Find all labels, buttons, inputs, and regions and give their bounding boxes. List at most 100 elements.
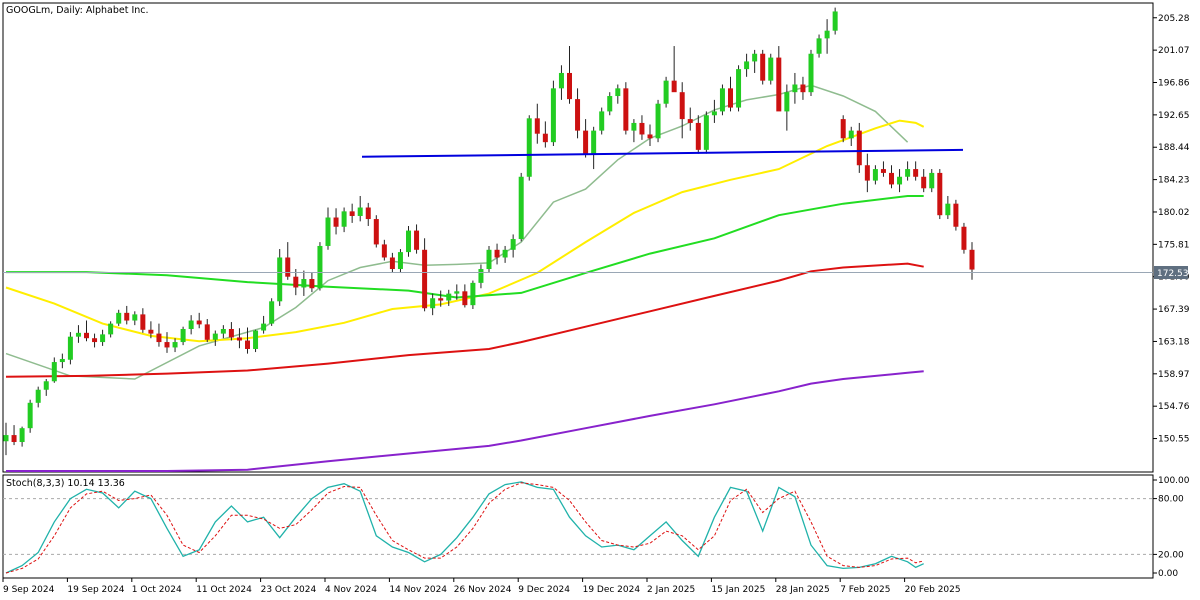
candle[interactable] <box>623 82 628 134</box>
candle[interactable] <box>696 115 701 153</box>
candle[interactable] <box>277 249 282 306</box>
candle[interactable] <box>84 321 89 342</box>
candle[interactable] <box>390 253 395 273</box>
candle[interactable] <box>736 65 741 111</box>
candle[interactable] <box>60 354 65 369</box>
candle[interactable] <box>487 246 492 273</box>
candle[interactable] <box>776 46 781 111</box>
candle[interactable] <box>575 88 580 138</box>
candle[interactable] <box>326 208 331 250</box>
candle[interactable] <box>342 208 347 233</box>
candle[interactable] <box>430 294 435 316</box>
candle[interactable] <box>688 108 693 131</box>
candle[interactable] <box>953 200 958 231</box>
candle[interactable] <box>535 104 540 144</box>
candle[interactable] <box>374 215 379 247</box>
candle[interactable] <box>44 379 49 396</box>
candle[interactable] <box>20 427 25 447</box>
candle[interactable] <box>889 165 894 188</box>
candle[interactable] <box>825 19 830 54</box>
candle[interactable] <box>833 8 838 35</box>
candle[interactable] <box>197 313 202 328</box>
candle[interactable] <box>28 400 33 433</box>
candle[interactable] <box>760 50 765 85</box>
candle[interactable] <box>656 100 661 142</box>
candle[interactable] <box>857 123 862 173</box>
candle[interactable] <box>334 208 339 234</box>
candle[interactable] <box>728 77 733 112</box>
candle[interactable] <box>309 273 314 292</box>
candle[interactable] <box>189 315 194 334</box>
candle[interactable] <box>382 240 387 261</box>
candle[interactable] <box>704 111 709 153</box>
candle[interactable] <box>905 161 910 180</box>
candle[interactable] <box>462 284 467 307</box>
candle[interactable] <box>744 54 749 77</box>
candle[interactable] <box>269 298 274 326</box>
candle[interactable] <box>841 115 846 142</box>
candle[interactable] <box>414 224 419 253</box>
candle[interactable] <box>156 324 161 347</box>
candle[interactable] <box>631 119 636 142</box>
candle[interactable] <box>680 82 685 138</box>
candle[interactable] <box>132 311 137 325</box>
candle[interactable] <box>36 387 41 408</box>
candle[interactable] <box>768 54 773 85</box>
candle[interactable] <box>752 50 757 73</box>
candle[interactable] <box>470 281 475 309</box>
candle[interactable] <box>881 161 886 176</box>
candle[interactable] <box>205 319 210 342</box>
candle[interactable] <box>511 234 516 257</box>
candle[interactable] <box>406 226 411 257</box>
candle[interactable] <box>672 46 677 92</box>
candle[interactable] <box>140 308 145 333</box>
candle[interactable] <box>720 84 725 115</box>
candle[interactable] <box>648 124 653 146</box>
candle[interactable] <box>317 242 322 290</box>
candle[interactable] <box>607 92 612 115</box>
candle[interactable] <box>970 242 975 280</box>
candle[interactable] <box>4 423 9 455</box>
candle[interactable] <box>792 73 797 104</box>
candle[interactable] <box>12 425 17 445</box>
candle[interactable] <box>961 223 966 254</box>
candle[interactable] <box>567 46 572 104</box>
candle[interactable] <box>929 169 934 192</box>
candle[interactable] <box>495 244 500 265</box>
candle[interactable] <box>422 238 427 311</box>
candle[interactable] <box>181 327 186 345</box>
candle[interactable] <box>213 331 218 346</box>
candle[interactable] <box>92 334 97 348</box>
candle[interactable] <box>301 271 306 296</box>
candle[interactable] <box>809 50 814 96</box>
candle[interactable] <box>913 161 918 180</box>
candle[interactable] <box>261 316 266 334</box>
candle[interactable] <box>519 173 524 241</box>
candle[interactable] <box>800 77 805 100</box>
candle[interactable] <box>615 84 620 103</box>
candle[interactable] <box>897 169 902 192</box>
candle[interactable] <box>543 121 548 147</box>
candle[interactable] <box>237 328 242 348</box>
candle[interactable] <box>551 81 556 146</box>
candle[interactable] <box>937 169 942 219</box>
candle[interactable] <box>221 325 226 338</box>
candle[interactable] <box>945 196 950 219</box>
candle[interactable] <box>358 196 363 221</box>
candle[interactable] <box>285 242 290 280</box>
candle[interactable] <box>639 115 644 140</box>
candle[interactable] <box>591 127 596 169</box>
candle[interactable] <box>124 306 129 324</box>
candle[interactable] <box>921 169 926 192</box>
candle[interactable] <box>253 330 258 352</box>
candle[interactable] <box>350 204 355 223</box>
candle[interactable] <box>76 325 81 343</box>
candlesticks[interactable] <box>4 8 975 455</box>
candle[interactable] <box>849 127 854 146</box>
candle[interactable] <box>165 332 170 353</box>
candle[interactable] <box>478 264 483 288</box>
candle[interactable] <box>108 321 113 337</box>
candle[interactable] <box>873 165 878 184</box>
candle[interactable] <box>599 108 604 135</box>
